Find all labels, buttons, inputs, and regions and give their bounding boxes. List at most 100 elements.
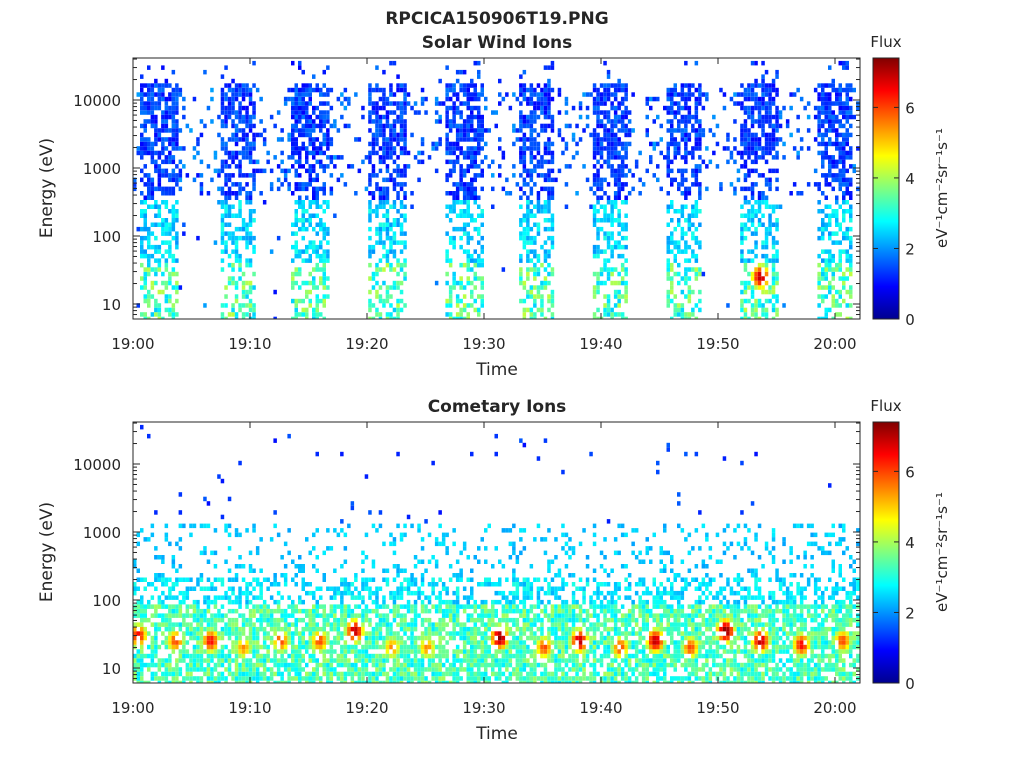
spectrogram-cell [673, 155, 677, 160]
spectrogram-cell [217, 132, 221, 138]
spectrogram-cell [434, 280, 439, 286]
spectrogram-cell [761, 222, 765, 227]
spectrogram-cell [168, 105, 172, 111]
spectrogram-cell [312, 608, 316, 614]
spectrogram-cell [610, 235, 614, 241]
spectrogram-cell [529, 289, 534, 295]
spectrogram-cell [375, 262, 379, 268]
spectrogram-cell [842, 132, 846, 138]
spectrogram-cell [389, 128, 393, 133]
spectrogram-cell [761, 155, 765, 160]
spectrogram-cell [245, 200, 249, 205]
spectrogram-cell [343, 546, 348, 551]
spectrogram-cell [189, 653, 193, 659]
spectrogram-cell [161, 555, 165, 560]
spectrogram-cell [761, 262, 765, 268]
spectrogram-cell [691, 92, 695, 97]
spectrogram-cell [231, 137, 235, 142]
spectrogram-cell [217, 114, 221, 120]
spectrogram-cell [775, 114, 779, 120]
spectrogram-cell [838, 60, 842, 66]
spectrogram-cell [312, 631, 316, 636]
spectrogram-cell [298, 60, 302, 66]
spectrogram-cell [796, 128, 800, 133]
spectrogram-cell [596, 150, 600, 156]
spectrogram-cell [452, 195, 456, 200]
spectrogram-cell [470, 182, 474, 187]
spectrogram-cell [298, 312, 302, 317]
spectrogram-cell [322, 285, 326, 290]
spectrogram-cell [287, 671, 291, 677]
spectrogram-cell [448, 312, 453, 317]
spectrogram-cell [606, 182, 611, 187]
spectrogram-cell [147, 433, 151, 439]
spectrogram-cell [206, 105, 211, 111]
spectrogram-cell [269, 608, 274, 614]
spectrogram-cell [838, 155, 842, 160]
spectrogram-cell [547, 298, 551, 304]
spectrogram-cell [143, 537, 147, 542]
spectrogram-cell [624, 235, 628, 241]
spectrogram-cell [680, 114, 685, 120]
spectrogram-cell [150, 267, 155, 272]
spectrogram-cell [252, 244, 256, 250]
spectrogram-cell [761, 96, 765, 102]
spectrogram-cell [140, 96, 144, 102]
spectrogram-cell [375, 294, 379, 299]
spectrogram-cell [606, 276, 611, 281]
spectrogram-cell [750, 209, 755, 214]
spectrogram-cell [687, 298, 692, 304]
spectrogram-cell [220, 146, 225, 151]
spectrogram-cell [470, 92, 474, 97]
spectrogram-cell [603, 267, 607, 272]
spectrogram-cell [234, 564, 239, 569]
spectrogram-cell [445, 312, 449, 317]
spectrogram-cell [459, 280, 463, 286]
spectrogram-cell [754, 271, 758, 277]
spectrogram-cell [136, 568, 140, 573]
spectrogram-cell [241, 222, 246, 227]
spectrogram-cell [540, 92, 544, 97]
spectrogram-cell [213, 168, 218, 174]
spectrogram-cell [399, 182, 404, 187]
spectrogram-cell [382, 141, 386, 147]
spectrogram-cell [315, 150, 319, 156]
spectrogram-cell [455, 155, 460, 160]
spectrogram-cell [445, 105, 449, 111]
spectrogram-cell [817, 119, 821, 124]
spectrogram-cell [743, 267, 748, 272]
spectrogram-cell [624, 132, 628, 138]
spectrogram-cell [175, 671, 179, 677]
spectrogram-cell [248, 235, 253, 241]
spectrogram-cell [828, 173, 832, 178]
spectrogram-cell [291, 658, 295, 663]
spectrogram-cell [845, 101, 849, 106]
spectrogram-cell [670, 132, 674, 138]
spectrogram-cell [189, 128, 193, 133]
spectrogram-cell [691, 213, 695, 218]
spectrogram-cell [501, 267, 506, 272]
spectrogram-cell [322, 298, 326, 304]
spectrogram-cell [849, 235, 853, 241]
spectrogram-cell [248, 658, 253, 663]
spectrogram-cell [761, 87, 765, 93]
spectrogram-cell [305, 218, 309, 223]
spectrogram-cell [666, 191, 670, 196]
spectrogram-cell [182, 231, 186, 236]
spectrogram-cell [719, 186, 723, 192]
spectrogram-cell [248, 92, 253, 97]
spectrogram-cell [199, 173, 204, 178]
spectrogram-cell [754, 298, 758, 304]
spectrogram-cell [347, 604, 351, 609]
spectrogram-cell [147, 96, 151, 102]
spectrogram-cell [291, 128, 295, 133]
spectrogram-cell [252, 568, 256, 573]
spectrogram-cell [157, 128, 162, 133]
spectrogram-cell [283, 640, 288, 645]
spectrogram-cell [529, 240, 534, 245]
spectrogram-cell [684, 244, 688, 250]
spectrogram-cell [178, 577, 183, 582]
spectrogram-cell [775, 155, 779, 160]
spectrogram-cell [466, 150, 470, 156]
spectrogram-cell [522, 150, 527, 156]
